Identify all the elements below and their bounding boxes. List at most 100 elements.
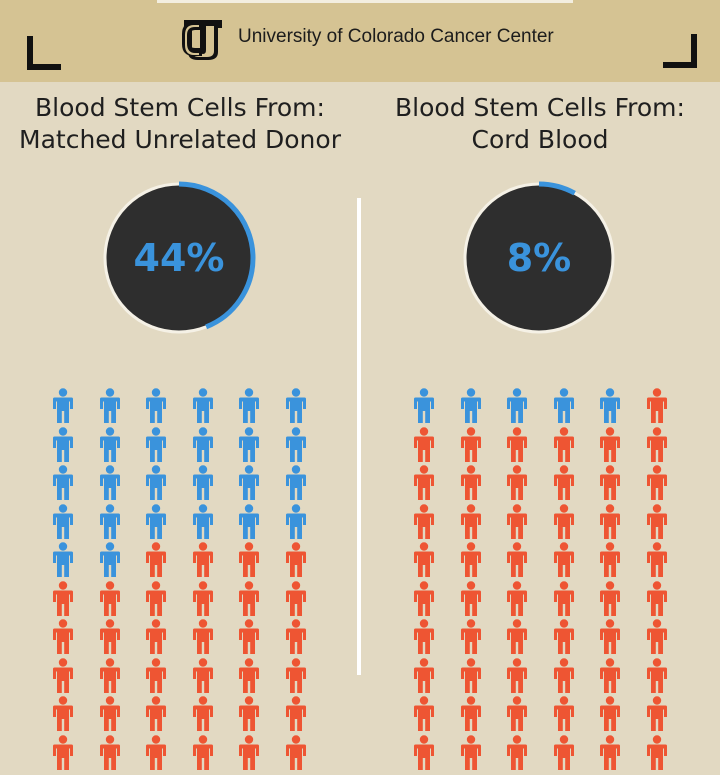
person-icon xyxy=(644,542,670,578)
gauge-cord-blood: 8% xyxy=(461,180,617,336)
person-icon xyxy=(644,580,670,617)
person-icon xyxy=(551,542,577,578)
person-icon xyxy=(236,734,262,771)
person-icon xyxy=(190,657,216,694)
person-icon xyxy=(97,465,123,501)
person-icon xyxy=(458,657,484,694)
person-icon xyxy=(458,619,484,655)
percent-label: 44% xyxy=(133,236,225,280)
panel-title-line1: Blood Stem Cells From: xyxy=(395,93,685,122)
person-icon xyxy=(458,580,484,617)
person-icon xyxy=(458,696,484,732)
person-icon xyxy=(283,503,309,540)
person-icon xyxy=(504,696,530,732)
person-icon xyxy=(644,465,670,501)
person-icon xyxy=(143,426,169,463)
person-icon xyxy=(283,734,309,771)
person-icon xyxy=(458,503,484,540)
panel-title-matched-donor: Blood Stem Cells From: Matched Unrelated… xyxy=(0,92,360,156)
person-icon xyxy=(236,426,262,463)
person-icon xyxy=(458,388,484,424)
person-icon xyxy=(644,696,670,732)
person-icon xyxy=(143,388,169,424)
person-icon xyxy=(143,503,169,540)
person-icon xyxy=(143,542,169,578)
person-icon xyxy=(458,734,484,771)
person-icon xyxy=(283,657,309,694)
person-icon xyxy=(50,580,76,617)
person-icon xyxy=(50,388,76,424)
person-icon xyxy=(644,619,670,655)
person-icon xyxy=(143,465,169,501)
person-icon xyxy=(190,696,216,732)
person-icon xyxy=(597,426,623,463)
person-icon xyxy=(50,619,76,655)
person-icon xyxy=(190,542,216,578)
person-icon xyxy=(504,503,530,540)
person-icon xyxy=(283,619,309,655)
person-icon xyxy=(551,503,577,540)
person-icon xyxy=(597,580,623,617)
person-icon xyxy=(50,503,76,540)
person-icon xyxy=(97,426,123,463)
person-icon xyxy=(236,619,262,655)
person-icon xyxy=(190,619,216,655)
person-icon xyxy=(504,465,530,501)
person-icon xyxy=(97,388,123,424)
person-icon xyxy=(143,657,169,694)
person-icon xyxy=(50,542,76,578)
person-icon xyxy=(458,465,484,501)
person-icon xyxy=(236,503,262,540)
person-icon xyxy=(236,388,262,424)
percent-label: 8% xyxy=(506,236,572,280)
person-icon xyxy=(597,542,623,578)
person-icon xyxy=(644,388,670,424)
person-icon xyxy=(97,619,123,655)
person-icon xyxy=(236,657,262,694)
person-icon xyxy=(551,580,577,617)
person-icon xyxy=(504,657,530,694)
person-icon xyxy=(190,580,216,617)
corner-bracket-left xyxy=(27,36,61,70)
person-icon xyxy=(283,580,309,617)
person-icon xyxy=(236,465,262,501)
person-icon xyxy=(50,426,76,463)
person-icon xyxy=(50,734,76,771)
person-icon xyxy=(411,657,437,694)
person-icon xyxy=(504,734,530,771)
person-icon xyxy=(190,388,216,424)
column-divider xyxy=(357,198,361,675)
person-icon xyxy=(143,696,169,732)
org-name: University of Colorado Cancer Center xyxy=(238,26,554,47)
person-icon xyxy=(597,734,623,771)
person-icon xyxy=(283,388,309,424)
panel-title-cord-blood: Blood Stem Cells From: Cord Blood xyxy=(360,92,720,156)
person-icon xyxy=(458,542,484,578)
corner-bracket-right xyxy=(663,34,697,68)
person-icon xyxy=(411,619,437,655)
person-icon xyxy=(644,657,670,694)
person-icon xyxy=(644,734,670,771)
person-icon xyxy=(504,580,530,617)
person-icon xyxy=(504,426,530,463)
person-icon xyxy=(551,619,577,655)
person-icon xyxy=(551,465,577,501)
person-icon xyxy=(504,619,530,655)
person-icon xyxy=(50,657,76,694)
person-icon xyxy=(551,696,577,732)
person-icon xyxy=(97,734,123,771)
person-icon xyxy=(597,503,623,540)
person-icon xyxy=(190,734,216,771)
cu-logo-icon xyxy=(182,20,222,60)
panel-title-line1: Blood Stem Cells From: xyxy=(35,93,325,122)
person-icon xyxy=(50,465,76,501)
person-icon xyxy=(236,580,262,617)
header-banner: University of Colorado Cancer Center xyxy=(0,0,720,82)
person-icon xyxy=(411,426,437,463)
person-icon xyxy=(504,542,530,578)
person-icon xyxy=(190,465,216,501)
person-icon xyxy=(236,542,262,578)
person-icon xyxy=(411,734,437,771)
person-icon xyxy=(97,657,123,694)
person-icon xyxy=(411,580,437,617)
